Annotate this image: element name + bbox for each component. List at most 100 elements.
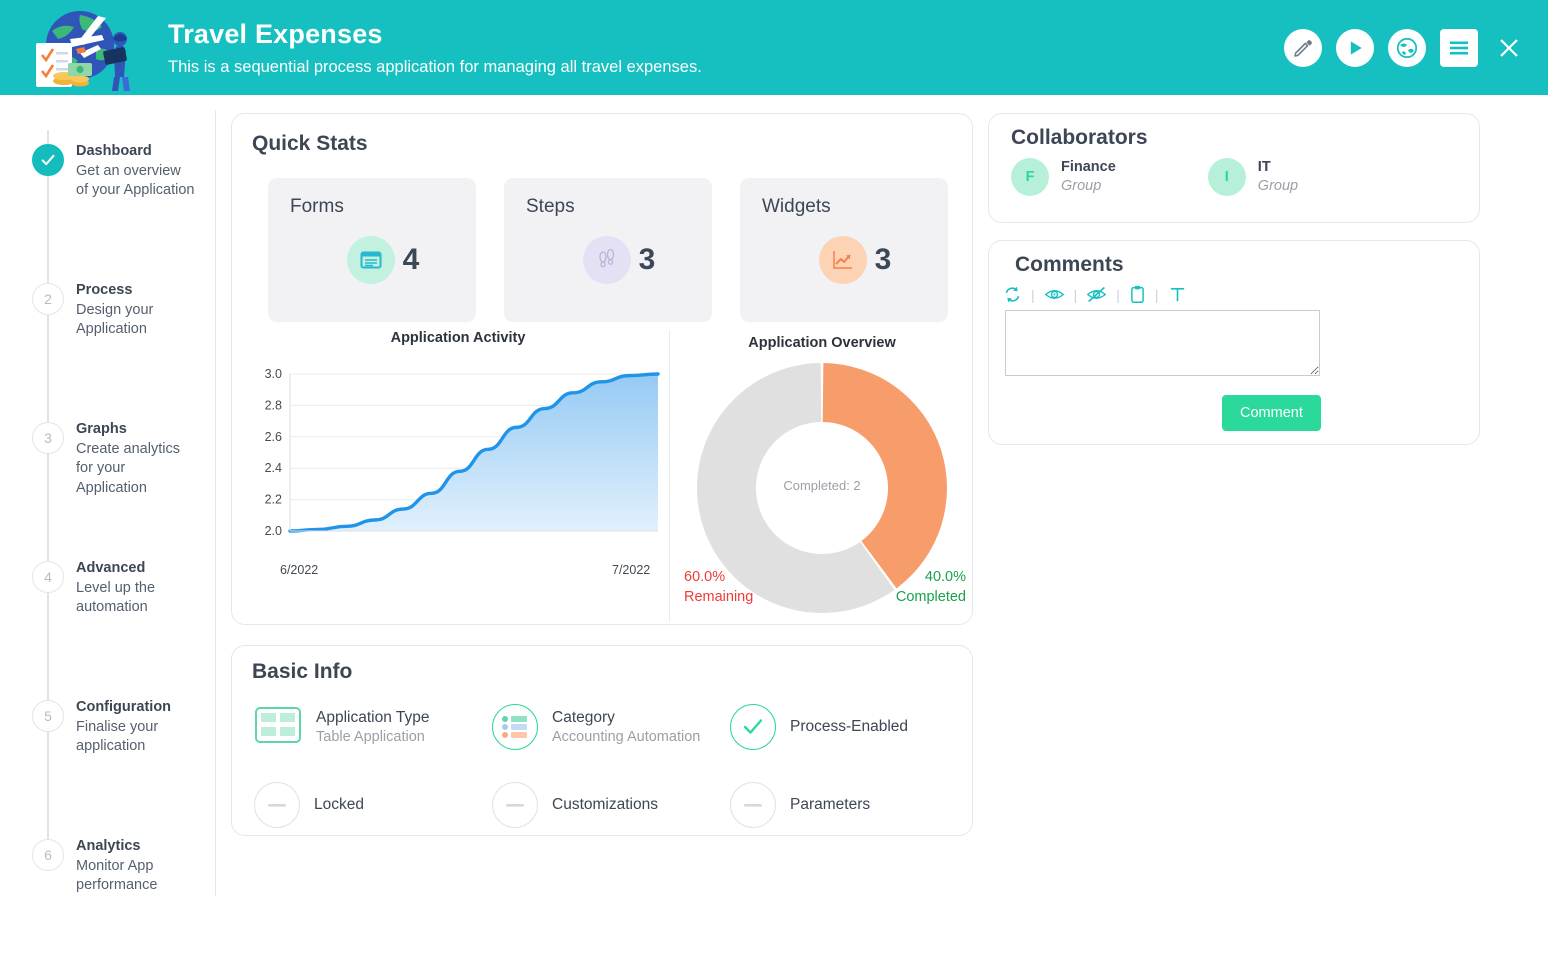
sidebar-item-description: Design your Application: [76, 301, 154, 338]
edit-button[interactable]: [1284, 28, 1322, 67]
stat-card-forms[interactable]: Forms 4: [268, 178, 476, 322]
step-number-badge: 5: [32, 700, 64, 732]
eye-off-icon[interactable]: [1086, 285, 1107, 304]
info-item-application-type: Application Type Table Application: [254, 696, 492, 758]
header-actions: [1284, 28, 1526, 67]
step-body: Analytics Monitor App performance: [76, 835, 196, 896]
stat-label: Steps: [526, 196, 575, 217]
stat-value: 4: [402, 243, 420, 276]
refresh-icon[interactable]: [1003, 285, 1022, 304]
toolbar-separator: |: [1116, 286, 1120, 303]
donut-slice-completed[interactable]: [822, 363, 947, 589]
footsteps-icon: [582, 236, 631, 284]
step-number-badge: 2: [32, 283, 64, 315]
step-body: Graphs Create analytics for your Applicat…: [76, 418, 196, 498]
menu-button[interactable]: [1440, 28, 1478, 67]
category-list-icon: [492, 704, 538, 750]
collaborator-name: IT: [1257, 159, 1271, 176]
overview-donut-svg: [697, 363, 947, 613]
comment-submit-button[interactable]: Comment: [1222, 395, 1321, 431]
play-icon: [1350, 40, 1362, 55]
globe-button[interactable]: [1388, 28, 1426, 67]
page-subtitle: This is a sequential process application…: [168, 57, 702, 76]
completed-percent: 40.0%: [924, 569, 966, 585]
info-item-category: Category Accounting Automation: [492, 696, 730, 758]
comments-panel: Comments | | |: [988, 240, 1480, 445]
activity-xtick-end: 7/2022: [612, 563, 651, 577]
step-body: Advanced Level up the automation: [76, 557, 196, 618]
clipboard-icon[interactable]: [1129, 285, 1146, 304]
info-item-process-enabled: Process-Enabled: [730, 696, 968, 758]
collaborator-type: Group: [1061, 178, 1102, 194]
stat-card-steps[interactable]: Steps 3: [504, 178, 712, 322]
sidebar-item-description: Finalise your application: [76, 718, 159, 755]
eye-icon[interactable]: [1044, 285, 1065, 304]
stat-card-widgets[interactable]: Widgets 3: [740, 178, 948, 322]
info-label: Application Type: [316, 708, 430, 726]
collaborator-list: F Finance Group I IT Group: [1011, 158, 1479, 196]
step-check-icon: [32, 144, 64, 176]
info-label: Parameters: [790, 796, 871, 814]
sidebar-item-label: Advanced: [76, 560, 146, 576]
stat-value: 3: [638, 243, 656, 276]
run-button[interactable]: [1336, 28, 1374, 67]
globe-icon: [1396, 37, 1418, 58]
sidebar-item-dashboard[interactable]: Dashboard Get an overview of your Applica…: [8, 140, 215, 279]
collaborator-it[interactable]: I IT Group: [1207, 158, 1298, 196]
charts-row: Application Activity 2.0 2.2 2.4 2.6 2.8 3.0: [232, 330, 974, 622]
sidebar-item-description: Monitor App performance: [76, 857, 158, 894]
step-body: Dashboard Get an overview of your Applica…: [76, 140, 196, 201]
donut-label-completed: 40.0% Completed: [896, 568, 966, 607]
comment-input[interactable]: [1005, 310, 1320, 376]
sidebar-item-description: Get an overview of your Application: [76, 162, 195, 199]
application-overview-chart: Application Overview Completed: 2 60.0% …: [669, 330, 974, 622]
sidebar-item-analytics[interactable]: 6 Analytics Monitor App performance: [8, 835, 215, 974]
close-button[interactable]: [1492, 31, 1526, 65]
table-grid-icon: [254, 705, 302, 750]
page-title: Travel Expenses: [168, 19, 383, 50]
dash-icon: [730, 782, 776, 828]
step-body: Process Design your Application: [76, 279, 196, 340]
completed-name: Completed: [895, 588, 966, 605]
step-body: Configuration Finalise your application: [76, 696, 196, 757]
chart-up-icon: [818, 236, 867, 284]
comments-title: Comments: [1015, 253, 1124, 276]
collaborator-finance[interactable]: F Finance Group: [1011, 158, 1116, 196]
activity-chart-title: Application Activity: [390, 330, 526, 346]
info-item-customizations: Customizations: [492, 774, 730, 836]
text-format-icon[interactable]: [1168, 285, 1187, 304]
step-number-badge: 4: [32, 561, 64, 593]
step-number-badge: 3: [32, 422, 64, 454]
y-tick-label: 2.0: [265, 524, 282, 538]
sidebar-item-advanced[interactable]: 4 Advanced Level up the automation: [8, 557, 215, 696]
donut-label-remaining: 60.0% Remaining: [684, 568, 753, 607]
sidebar-item-label: Process: [76, 282, 133, 298]
overview-chart-title: Application Overview: [748, 335, 896, 351]
y-tick-label: 2.2: [265, 493, 282, 507]
info-label: Locked: [314, 796, 364, 814]
travel-expenses-logo-icon: [36, 10, 130, 91]
info-value: Accounting Automation: [552, 728, 701, 745]
stat-card-row: Forms 4 Steps: [268, 178, 972, 322]
info-item-parameters: Parameters: [730, 774, 968, 836]
remaining-name: Remaining: [684, 588, 754, 605]
donut-slice-remaining[interactable]: [697, 363, 895, 613]
quick-stats-panel: Quick Stats Forms 4 Steps: [231, 113, 973, 625]
comments-toolbar: | | | |: [1003, 285, 1479, 304]
dash-icon: [492, 782, 538, 828]
toolbar-separator: |: [1154, 286, 1159, 303]
step-number-badge: 6: [32, 839, 64, 871]
sidebar-item-graphs[interactable]: 3 Graphs Create analytics for your Applica…: [8, 418, 215, 557]
donut-center-label: Completed: 2: [783, 478, 861, 493]
sidebar-item-configuration[interactable]: 5 Configuration Finalise your application: [8, 696, 215, 835]
quick-stats-title: Quick Stats: [252, 132, 368, 155]
info-label: Customizations: [552, 796, 658, 814]
y-tick-label: 2.6: [265, 430, 282, 444]
header-text-block: Travel Expenses This is a sequential pro…: [168, 18, 1284, 76]
app-logo: [18, 5, 138, 91]
sidebar-item-process[interactable]: 2 Process Design your Application: [8, 279, 215, 418]
y-tick-label: 3.0: [265, 367, 282, 381]
collaborators-title: Collaborators: [1011, 126, 1148, 149]
activity-xtick-start: 6/2022: [280, 563, 319, 577]
check-icon: [730, 704, 776, 750]
